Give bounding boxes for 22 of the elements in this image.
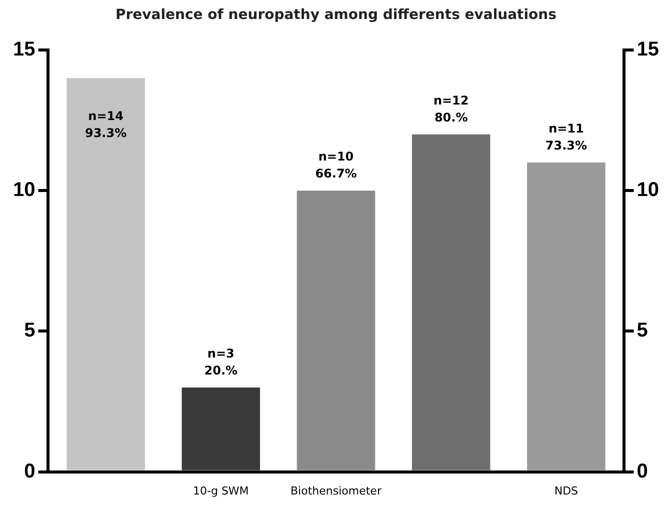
y2-tick-label: 0 bbox=[636, 460, 648, 482]
x-tick-label: Biothensiometer bbox=[290, 484, 382, 498]
data-label: n=11 73.3% bbox=[545, 121, 588, 152]
data-label: n=12 80.% bbox=[433, 93, 469, 124]
bar bbox=[182, 387, 260, 470]
data-label: n=10 66.7% bbox=[315, 150, 357, 181]
data-label: n=3 20.% bbox=[204, 346, 238, 378]
bar bbox=[296, 190, 376, 470]
data-label: n=14 93.3% bbox=[84, 109, 127, 140]
y-tick-label: 0 bbox=[24, 460, 36, 482]
x-tick-label: NDS bbox=[554, 484, 578, 498]
x-tick-label: 10-g SWM bbox=[193, 484, 249, 498]
bar bbox=[412, 134, 490, 470]
y-tick-label: 15 bbox=[12, 38, 36, 61]
y2-tick-label: 15 bbox=[636, 38, 660, 61]
y-tick-label: 10 bbox=[12, 179, 36, 202]
chart-title: Prevalence of neuropathy among differents evaluations bbox=[114, 6, 558, 25]
y2-tick-label: 5 bbox=[636, 320, 648, 342]
bar bbox=[527, 162, 606, 470]
y2-tick-label: 10 bbox=[636, 179, 660, 202]
bar bbox=[66, 78, 145, 470]
y-tick-label: 5 bbox=[24, 320, 36, 342]
